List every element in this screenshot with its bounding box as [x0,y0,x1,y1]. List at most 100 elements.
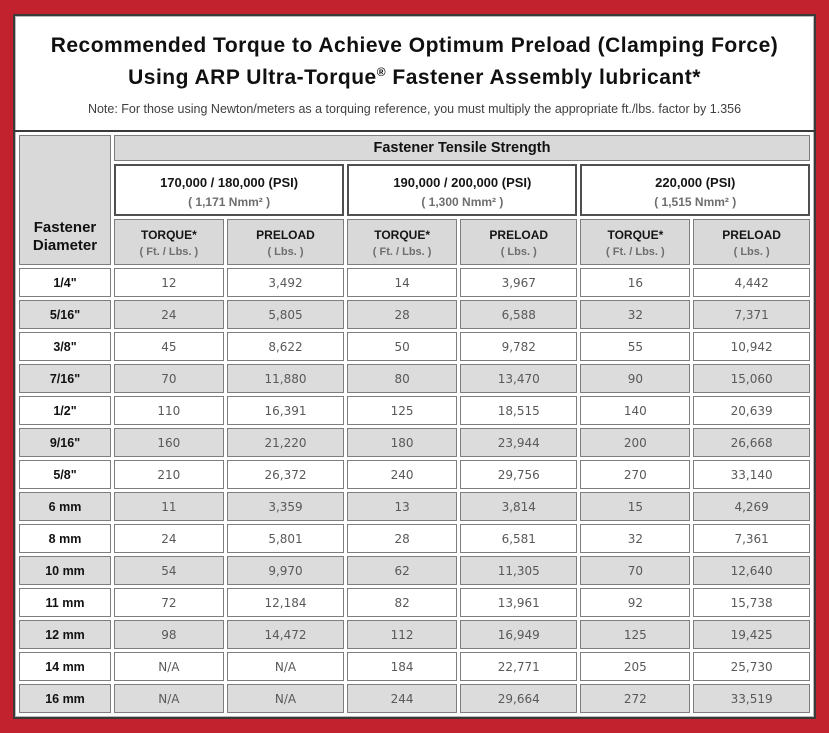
table-row: 14 mm N/A N/A 184 22,771 205 25,730 [19,652,810,681]
torque-label: TORQUE* [374,228,431,243]
row-label-fastener-diameter: 3/8" [19,332,111,361]
preload-value-cell: 19,425 [693,620,810,649]
row-label-fastener-diameter: 6 mm [19,492,111,521]
content-panel: Recommended Torque to Achieve Optimum Pr… [13,14,816,719]
torque-value-cell: 54 [113,556,224,585]
torque-value-cell: 55 [580,332,691,361]
preload-value-cell: 7,371 [693,300,810,329]
torque-unit: ( Ft. / Lbs. ) [139,245,199,258]
preload-value-cell: 9,782 [460,332,578,361]
torque-value-cell: 28 [347,300,457,329]
row-label-fastener-diameter: 1/4" [19,268,111,297]
preload-value-cell: 33,519 [693,684,810,713]
row-label-fastener-diameter: 8 mm [19,524,111,553]
corner-label-line2: Diameter [32,237,98,255]
torque-label: TORQUE* [140,228,197,243]
torque-value-cell: 210 [113,460,224,489]
table-row: 7/16" 70 11,880 80 13,470 90 15,060 [19,364,810,393]
psi-value-3: 220,000 (PSI) [655,175,736,191]
preload-value-cell: 3,359 [226,492,345,521]
preload-unit: ( Lbs. ) [267,245,304,258]
preload-value-cell: 26,372 [226,460,345,489]
preload-value-cell: 16,391 [226,396,345,425]
torque-value-cell: 13 [347,492,457,521]
table-row: 1/2" 110 16,391 125 18,515 140 20,639 [19,396,810,425]
torque-value-cell: 15 [580,492,691,521]
torque-value-cell: 32 [580,300,691,329]
preload-value-cell: 3,814 [460,492,578,521]
preload-value-cell: 11,880 [226,364,345,393]
corner-header-fastener-diameter: Fastener Diameter [19,135,111,265]
preload-value-cell: 13,470 [460,364,578,393]
preload-value-cell: 16,949 [460,620,578,649]
preload-value-cell: 10,942 [693,332,810,361]
preload-value-cell: 8,622 [226,332,345,361]
row-label-fastener-diameter: 5/8" [19,460,111,489]
torque-value-cell: 180 [347,428,457,457]
preload-column-header-2: PRELOAD ( Lbs. ) [460,219,578,265]
page-title-line1: Recommended Torque to Achieve Optimum Pr… [50,34,779,57]
torque-value-cell: 160 [113,428,224,457]
preload-value-cell: 15,060 [693,364,810,393]
page-title-line2: Using ARP Ultra-Torque® Fastener Assembl… [25,62,804,94]
psi-value-1: 170,000 / 180,000 (PSI) [160,175,299,191]
nmm-value-1: ( 1,171 Nmm² ) [188,194,271,209]
preload-value-cell: 29,756 [460,460,578,489]
torque-value-cell: N/A [113,652,224,681]
preload-value-cell: N/A [226,652,345,681]
corner-label-line1: Fastener [33,218,97,236]
strength-group-header-2: 190,000 / 200,000 (PSI) ( 1,300 Nmm² ) [347,164,578,216]
preload-label: PRELOAD [722,228,781,243]
table-row: 6 mm 11 3,359 13 3,814 15 4,269 [19,492,810,521]
psi-value-2: 190,000 / 200,000 (PSI) [393,175,532,191]
row-label-fastener-diameter: 11 mm [19,588,111,617]
preload-value-cell: 3,967 [460,268,578,297]
preload-value-cell: 12,640 [693,556,810,585]
torque-value-cell: 125 [347,396,457,425]
preload-value-cell: 6,588 [460,300,578,329]
torque-value-cell: 24 [113,524,224,553]
preload-value-cell: 4,269 [693,492,810,521]
torque-label: TORQUE* [607,228,664,243]
table-row: 9/16" 160 21,220 180 23,944 200 26,668 [19,428,810,457]
preload-value-cell: 12,184 [226,588,345,617]
table-body: 1/4" 12 3,492 14 3,967 16 4,442 5/16" 24 5,805 28 6… [19,268,810,713]
preload-value-cell: 20,639 [693,396,810,425]
torque-value-cell: 90 [580,364,691,393]
preload-label: PRELOAD [489,228,549,243]
torque-value-cell: 72 [113,588,224,617]
preload-value-cell: 33,140 [693,460,810,489]
nmm-value-2: ( 1,300 Nmm² ) [421,194,504,209]
torque-value-cell: 244 [347,684,457,713]
preload-value-cell: N/A [226,684,345,713]
title-block: Recommended Torque to Achieve Optimum Pr… [15,16,814,130]
torque-value-cell: 200 [580,428,691,457]
torque-value-cell: 14 [347,268,457,297]
torque-value-cell: 24 [113,300,224,329]
row-label-fastener-diameter: 9/16" [19,428,111,457]
preload-value-cell: 9,970 [226,556,345,585]
torque-unit: ( Ft. / Lbs. ) [606,245,665,258]
torque-value-cell: 70 [113,364,224,393]
preload-column-header-1: PRELOAD ( Lbs. ) [226,219,345,265]
torque-column-header-1: TORQUE* ( Ft. / Lbs. ) [113,219,224,265]
torque-value-cell: 272 [580,684,691,713]
torque-value-cell: 32 [580,524,691,553]
torque-value-cell: 16 [580,268,691,297]
torque-value-cell: 11 [113,492,224,521]
preload-value-cell: 18,515 [460,396,578,425]
torque-value-cell: 205 [580,652,691,681]
preload-value-cell: 13,961 [460,588,578,617]
torque-value-cell: 125 [580,620,691,649]
torque-value-cell: 92 [580,588,691,617]
torque-value-cell: 62 [347,556,457,585]
conversion-note: Note: For those using Newton/meters as a… [87,102,742,116]
strength-group-header-1: 170,000 / 180,000 (PSI) ( 1,171 Nmm² ) [113,164,345,216]
registered-trademark-symbol: ® [376,64,387,79]
torque-value-cell: 270 [580,460,691,489]
row-label-fastener-diameter: 10 mm [19,556,111,585]
tensile-strength-header: Fastener Tensile Strength [113,135,810,161]
row-label-fastener-diameter: 12 mm [19,620,111,649]
torque-value-cell: 110 [113,396,224,425]
